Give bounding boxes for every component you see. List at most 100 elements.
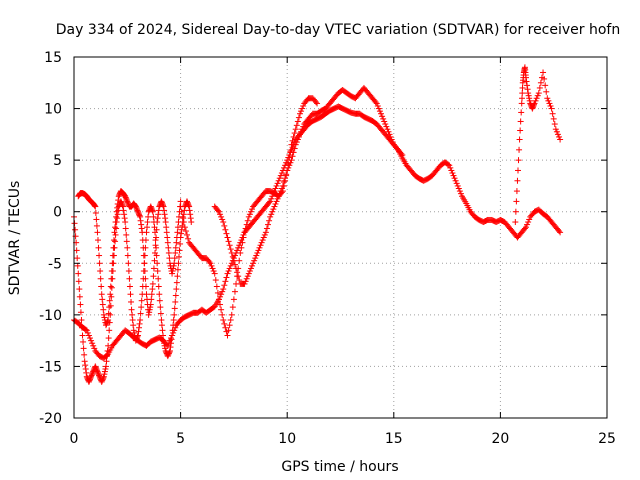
data-point bbox=[544, 95, 551, 102]
data-point bbox=[172, 298, 179, 305]
data-point bbox=[293, 139, 300, 146]
data-point bbox=[227, 317, 234, 324]
data-point bbox=[448, 167, 455, 174]
data-point bbox=[107, 283, 114, 290]
data-point bbox=[161, 211, 168, 218]
data-point bbox=[90, 342, 97, 349]
data-point bbox=[128, 306, 135, 313]
data-point bbox=[138, 225, 145, 232]
data-point bbox=[373, 100, 380, 107]
data-point bbox=[104, 353, 111, 360]
data-point bbox=[98, 283, 105, 290]
data-point bbox=[158, 317, 165, 324]
data-point bbox=[100, 375, 107, 382]
data-point bbox=[128, 298, 135, 305]
data-point bbox=[542, 82, 549, 89]
data-point bbox=[450, 172, 457, 179]
data-point bbox=[236, 257, 243, 264]
x-tick-label: 10 bbox=[278, 431, 296, 447]
data-point bbox=[105, 335, 112, 342]
data-point bbox=[293, 122, 300, 129]
data-point bbox=[526, 95, 533, 102]
data-point bbox=[144, 219, 151, 226]
data-point bbox=[386, 131, 393, 138]
data-point bbox=[168, 335, 175, 342]
data-point bbox=[146, 306, 153, 313]
data-point bbox=[185, 200, 192, 207]
data-point bbox=[112, 231, 119, 238]
data-point bbox=[225, 238, 232, 245]
data-point bbox=[236, 277, 243, 284]
data-point bbox=[177, 203, 184, 210]
data-point bbox=[242, 278, 249, 285]
chart-title: Day 334 of 2024, Sidereal Day-to-day VTE… bbox=[56, 22, 620, 38]
data-point bbox=[229, 304, 236, 311]
data-point bbox=[221, 320, 228, 327]
data-point bbox=[138, 304, 145, 311]
data-point bbox=[215, 208, 222, 215]
data-point bbox=[265, 221, 272, 228]
data-point bbox=[103, 358, 110, 365]
data-point bbox=[133, 206, 140, 213]
data-point bbox=[172, 292, 179, 299]
data-point bbox=[135, 210, 142, 217]
data-point bbox=[104, 318, 111, 325]
data-point bbox=[177, 240, 184, 247]
data-point bbox=[220, 286, 227, 293]
data-point bbox=[279, 182, 286, 189]
data-point bbox=[252, 255, 259, 262]
data-point bbox=[121, 215, 128, 222]
data-point bbox=[166, 347, 173, 354]
data-point bbox=[152, 249, 159, 256]
data-point bbox=[164, 234, 171, 241]
data-point bbox=[100, 373, 107, 380]
data-point bbox=[86, 376, 93, 383]
data-point bbox=[176, 247, 183, 254]
data-point bbox=[78, 317, 85, 324]
data-point bbox=[217, 211, 224, 218]
data-point bbox=[268, 195, 275, 202]
data-point bbox=[74, 262, 81, 269]
data-point bbox=[525, 90, 532, 97]
data-point bbox=[120, 207, 127, 214]
data-point bbox=[98, 291, 105, 298]
data-point bbox=[524, 82, 531, 89]
data-point bbox=[209, 265, 216, 272]
data-point bbox=[289, 137, 296, 144]
data-point bbox=[183, 198, 190, 205]
data-point bbox=[92, 203, 99, 210]
data-point bbox=[234, 247, 241, 254]
data-point bbox=[157, 310, 164, 317]
data-point bbox=[223, 230, 230, 237]
data-point bbox=[225, 327, 232, 334]
data-point bbox=[158, 322, 165, 329]
data-point bbox=[122, 193, 129, 200]
data-point bbox=[219, 216, 226, 223]
data-point bbox=[159, 200, 166, 207]
data-point bbox=[210, 268, 217, 275]
data-point bbox=[80, 338, 87, 345]
data-point bbox=[165, 244, 172, 251]
data-point bbox=[136, 320, 143, 327]
data-point bbox=[277, 188, 284, 195]
data-point bbox=[149, 208, 156, 215]
data-point bbox=[133, 204, 140, 211]
data-point bbox=[241, 280, 248, 287]
data-point bbox=[106, 297, 113, 304]
y-axis-label: SDTVAR / TECUs bbox=[7, 181, 23, 296]
data-point bbox=[245, 270, 252, 277]
data-point bbox=[88, 337, 95, 344]
data-point bbox=[75, 278, 82, 285]
data-point bbox=[246, 211, 253, 218]
data-point bbox=[218, 306, 225, 313]
data-point bbox=[237, 249, 244, 256]
data-point bbox=[173, 239, 180, 246]
data-point bbox=[188, 219, 195, 226]
data-point bbox=[217, 301, 224, 308]
data-point bbox=[445, 161, 452, 168]
data-point bbox=[106, 304, 113, 311]
data-point bbox=[168, 336, 175, 343]
data-point bbox=[156, 297, 163, 304]
data-point bbox=[285, 164, 292, 171]
data-point bbox=[154, 219, 161, 226]
